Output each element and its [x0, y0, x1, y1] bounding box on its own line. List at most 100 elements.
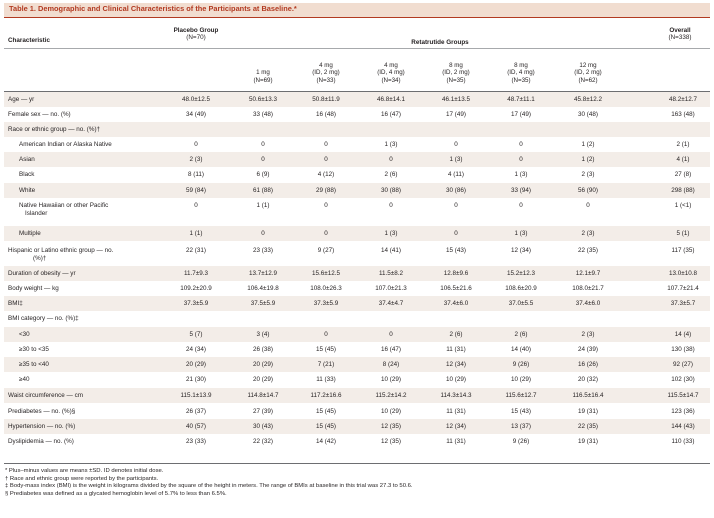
table-cell: 48.2±12.7: [669, 96, 697, 103]
table-cell: 0: [324, 156, 328, 163]
table-cell: 5 (1): [676, 230, 690, 237]
table-cell: 0: [519, 141, 523, 148]
table-cell: 13.0±10.8: [669, 270, 697, 277]
table-cell: 298 (88): [671, 187, 695, 194]
table-cell: 33 (94): [511, 187, 531, 194]
table-cell: 9 (26): [512, 438, 530, 445]
table-cell: 116.5±16.4: [572, 392, 604, 399]
table-cell: 50.6±13.3: [249, 96, 277, 103]
table-cell: 0: [324, 202, 328, 209]
table-cell: 30 (88): [381, 187, 401, 194]
table-cell: 19 (31): [578, 408, 598, 415]
row-label: White: [19, 187, 36, 194]
table-cell: 15 (45): [316, 423, 336, 430]
table-cell: 12 (34): [446, 423, 466, 430]
row-label: Native Hawaiian or other Pacific: [19, 202, 109, 209]
table-cell: 163 (48): [671, 111, 695, 118]
footnote: ‡ Body-mass index (BMI) is the weight in…: [5, 483, 413, 490]
table-cell: 115.1±13.9: [180, 392, 212, 399]
table-cell: 10 (29): [381, 376, 401, 383]
table-cell: 8 (24): [382, 361, 400, 368]
row-label: Body weight — kg: [8, 285, 59, 292]
table-cell: 115.2±14.2: [375, 392, 407, 399]
row-label: Black: [19, 171, 35, 178]
row-label: BMI category — no. (%)‡: [8, 315, 79, 322]
table-footnotes: * Plus–minus values are means ±SD. ID de…: [5, 468, 709, 498]
table-cell: 48.7±11.1: [507, 96, 535, 103]
table-cell: 1 (1): [256, 202, 270, 209]
table-cell: 0: [261, 141, 265, 148]
table-cell: 45.8±12.2: [574, 96, 602, 103]
table-cell: 114.3±14.3: [440, 392, 472, 399]
table-cell: 27 (39): [253, 408, 273, 415]
table-cell: 20 (29): [253, 361, 273, 368]
table-cell: 0: [324, 141, 328, 148]
table-cell: 102 (30): [671, 376, 695, 383]
table-cell: 0: [519, 156, 523, 163]
table-cell: 22 (35): [578, 247, 598, 254]
table-cell: 1 (3): [384, 141, 398, 148]
table-cell: 24 (34): [186, 346, 206, 353]
table-cell: 115.5±14.7: [667, 392, 699, 399]
dose-group-header-line: (N=34): [381, 76, 401, 84]
table-cell: 117 (35): [671, 247, 695, 254]
table-cell: 11 (31): [446, 346, 466, 353]
table-cell: 48.0±12.5: [182, 96, 210, 103]
header-placebo-label: Placebo Group: [173, 27, 219, 34]
table-cell: 1 (2): [581, 141, 595, 148]
table-cell: 12 (34): [511, 247, 531, 254]
dose-group-header-line: (ID, 2 mg): [574, 69, 602, 77]
row-label: Race or ethnic group — no. (%)†: [8, 126, 101, 133]
table-cell: 15 (45): [316, 346, 336, 353]
table-cell: 4 (11): [448, 171, 464, 178]
table-cell: 37.0±5.5: [508, 300, 534, 307]
table-cell: 12 (34): [446, 361, 466, 368]
table-cell: 14 (40): [511, 346, 531, 353]
table-cell: 0: [586, 202, 590, 209]
table-cell: 34 (49): [186, 111, 206, 118]
table-cell: 7 (21): [317, 361, 335, 368]
table-cell: 46.1±13.5: [442, 96, 470, 103]
dose-group-header-line: (ID, 2 mg): [312, 69, 340, 77]
table-cell: 2 (3): [581, 230, 595, 237]
table-cell: 107.0±21.3: [375, 285, 407, 292]
header-overall-label: Overall: [669, 27, 691, 34]
table-cell: 11 (31): [446, 408, 466, 415]
header-retatrutide: Retatrutide Groups: [411, 39, 469, 46]
table-cell: 114.8±14.7: [247, 392, 279, 399]
table-cell: 1 (3): [384, 230, 398, 237]
table-cell: 19 (31): [578, 438, 598, 445]
table-title: Table 1. Demographic and Clinical Charac…: [9, 4, 297, 13]
table-cell: 0: [324, 331, 328, 338]
table-cell: 20 (29): [253, 376, 273, 383]
table-cell: 107.7±21.4: [667, 285, 699, 292]
table-cell: 56 (90): [578, 187, 598, 194]
table-cell: 11 (31): [446, 438, 466, 445]
row-label: Multiple: [19, 230, 41, 237]
header-characteristic: Characteristic: [8, 37, 50, 44]
table-cell: 144 (43): [671, 423, 695, 430]
table-cell: 37.3±5.7: [670, 300, 696, 307]
row-label: Female sex — no. (%): [8, 111, 71, 118]
footnote: † Race and ethnic group were reported by…: [5, 475, 159, 482]
table-cell: 11.7±9.3: [184, 270, 208, 277]
row-label-continued: Islander: [25, 210, 48, 217]
table-cell: 33 (48): [253, 111, 273, 118]
table-cell: 0: [194, 141, 198, 148]
table-cell: 21 (30): [186, 376, 206, 383]
table-cell: 23 (33): [186, 438, 206, 445]
table-cell: 37.4±6.0: [443, 300, 469, 307]
table-cell: 22 (35): [578, 423, 598, 430]
table-cell: 109.2±20.9: [180, 285, 212, 292]
dose-group-header: 12 mg (ID, 2 mg) (N=62): [558, 62, 618, 84]
table-cell: 26 (37): [186, 408, 206, 415]
table-cell: 37.4±4.7: [378, 300, 404, 307]
table-cell: 106.4±19.8: [247, 285, 279, 292]
table-cell: 12.8±9.6: [443, 270, 469, 277]
table-cell: 30 (86): [446, 187, 466, 194]
table-cell: 11.5±8.2: [379, 270, 403, 277]
table-cell: 108.0±21.7: [572, 285, 604, 292]
dose-group-header-line: 4 mg: [319, 62, 333, 69]
table-cell: 9 (26): [512, 361, 530, 368]
